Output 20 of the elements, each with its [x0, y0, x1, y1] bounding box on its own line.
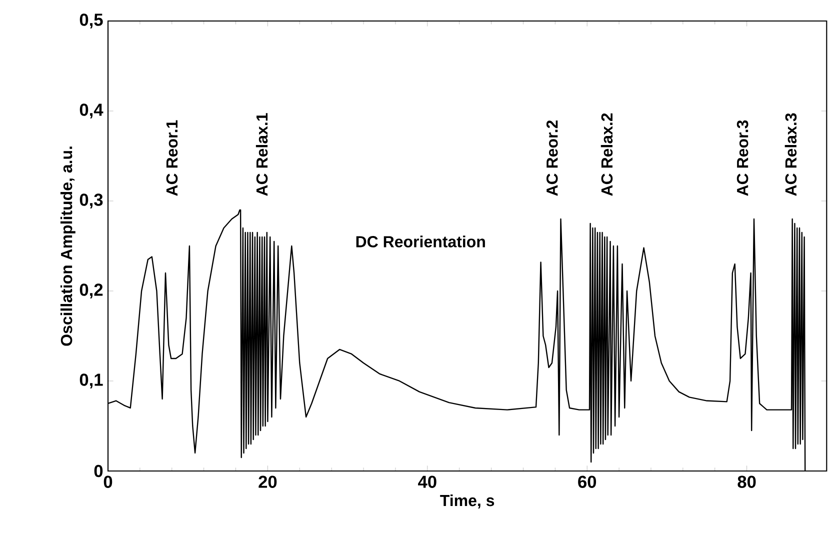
annotation: AC Relax.1: [256, 113, 268, 196]
annotation: AC Reor.2: [546, 120, 558, 196]
x-tick-label: 60: [578, 476, 596, 488]
x-tick-label: 0: [104, 476, 112, 488]
annotation: AC Reor.3: [736, 120, 748, 196]
y-tick-label: 0,3: [80, 194, 103, 208]
x-tick-label: 40: [418, 476, 436, 488]
y-tick-label: 0,5: [80, 14, 103, 28]
y-tick-label: 0: [94, 464, 103, 478]
annotation: AC Reor.1: [166, 120, 178, 196]
y-tick-label: 0,2: [80, 284, 103, 298]
x-tick-label: 20: [258, 476, 277, 488]
x-tick-label: 80: [738, 476, 756, 488]
y-tick-label: 0,1: [80, 374, 103, 388]
y-axis-title: Oscillation Amplitude, a.u.: [60, 146, 76, 346]
y-tick-label: 0,4: [80, 104, 104, 118]
annotation: AC Relax.2: [600, 113, 613, 196]
x-axis-title: Time, s: [440, 494, 494, 509]
annotation: AC Relax.3: [784, 113, 797, 196]
annotation: DC Reorientation: [356, 236, 485, 248]
